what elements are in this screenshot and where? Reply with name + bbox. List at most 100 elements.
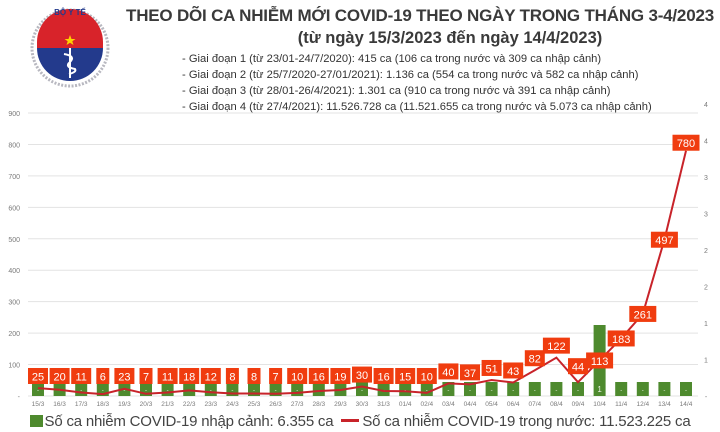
x-axis-tick: 05/4 bbox=[485, 401, 498, 408]
phase-item: - Giai đoạn 3 (từ 28/01-26/4/2021): 1.30… bbox=[182, 85, 611, 97]
bar-value-label: - bbox=[275, 388, 277, 394]
svg-text:30: 30 bbox=[356, 370, 368, 382]
bar-value-label: - bbox=[145, 388, 147, 394]
svg-text:20: 20 bbox=[53, 372, 65, 384]
x-axis-tick: 12/4 bbox=[636, 401, 649, 408]
x-axis-tick: 01/4 bbox=[399, 401, 412, 408]
line-value-label: 37 bbox=[460, 364, 480, 381]
import-bar bbox=[312, 382, 325, 396]
left-axis-tick: 400 bbox=[8, 268, 20, 275]
right-axis-tick: 2 bbox=[704, 248, 708, 255]
line-value-label: 8 bbox=[247, 368, 261, 384]
x-axis-tick: 03/4 bbox=[442, 401, 455, 408]
bar-value-label: - bbox=[534, 388, 536, 394]
x-axis-tick: 18/3 bbox=[96, 401, 109, 408]
phase-summary-list: - Giai đoạn 1 (từ 23/01-24/7/2020): 415 … bbox=[182, 51, 652, 115]
x-axis-tick: 15/3 bbox=[32, 401, 45, 408]
x-axis-tick: 13/4 bbox=[658, 401, 671, 408]
import-bar bbox=[485, 382, 498, 396]
line-value-label: 497 bbox=[650, 231, 678, 248]
line-value-label: 20 bbox=[49, 368, 70, 384]
line-value-label: 113 bbox=[586, 352, 614, 369]
line-value-label: 82 bbox=[524, 350, 545, 367]
x-axis-tick: 25/3 bbox=[248, 401, 261, 408]
right-axis-tick: 1 bbox=[704, 358, 708, 365]
import-bar bbox=[658, 382, 671, 396]
svg-text:7: 7 bbox=[143, 372, 149, 384]
bar-value-label: 1 bbox=[597, 385, 602, 394]
bar-value-label: - bbox=[361, 388, 363, 394]
svg-text:12: 12 bbox=[205, 372, 217, 384]
line-value-label: 11 bbox=[157, 368, 178, 384]
bar-value-label: - bbox=[59, 388, 61, 394]
x-axis-tick: 09/4 bbox=[572, 401, 585, 408]
svg-text:BỘ Y TẾ: BỘ Y TẾ bbox=[54, 7, 86, 17]
bar-value-label: - bbox=[37, 388, 39, 394]
left-axis-tick: 800 bbox=[8, 142, 20, 149]
svg-text:16: 16 bbox=[377, 372, 389, 384]
left-axis-tick: 500 bbox=[8, 237, 20, 244]
left-axis-tick: 900 bbox=[8, 111, 20, 118]
line-value-label: 44 bbox=[568, 358, 588, 375]
chart-title: THEO DÕI CA NHIỄM MỚI COVID-19 THEO NGÀY… bbox=[126, 6, 714, 25]
line-value-label: 7 bbox=[269, 368, 283, 384]
bar-value-label: - bbox=[512, 388, 514, 394]
x-axis-tick: 26/3 bbox=[269, 401, 282, 408]
x-axis-tick: 23/3 bbox=[204, 401, 217, 408]
svg-text:183: 183 bbox=[612, 334, 630, 346]
x-axis-tick: 21/3 bbox=[161, 401, 174, 408]
x-axis-tick: 27/3 bbox=[291, 401, 304, 408]
line-value-label: 261 bbox=[629, 305, 657, 322]
svg-text:7: 7 bbox=[273, 372, 279, 384]
line-value-label: 10 bbox=[287, 368, 308, 384]
bar-value-label: - bbox=[296, 388, 298, 394]
svg-text:10: 10 bbox=[291, 372, 303, 384]
right-axis-tick: 3 bbox=[704, 175, 708, 182]
line-value-label: 23 bbox=[114, 368, 135, 384]
phase-item: - Giai đoạn 4 (từ 27/4/2021): 11.526.728… bbox=[182, 101, 652, 113]
svg-text:10: 10 bbox=[421, 372, 433, 384]
left-axis-tick: - bbox=[18, 394, 21, 401]
bar-value-label: - bbox=[231, 388, 233, 394]
x-axis-tick: 29/3 bbox=[334, 401, 347, 408]
svg-text:18: 18 bbox=[183, 372, 195, 384]
svg-text:43: 43 bbox=[507, 366, 519, 378]
x-axis-tick: 19/3 bbox=[118, 401, 131, 408]
import-bar bbox=[334, 382, 347, 396]
import-bar bbox=[269, 382, 282, 396]
legend-domestic-label: Số ca nhiễm COVID-19 trong nước: 11.523.… bbox=[362, 413, 691, 430]
import-bar bbox=[615, 382, 628, 396]
import-bar bbox=[636, 382, 649, 396]
x-axis-tick: 31/3 bbox=[377, 401, 390, 408]
phase-item: - Giai đoạn 1 (từ 23/01-24/7/2020): 415 … bbox=[182, 53, 602, 65]
bar-value-label: - bbox=[80, 388, 82, 394]
left-axis-tick: 200 bbox=[8, 331, 20, 338]
import-bar bbox=[572, 382, 584, 396]
right-axis-tick: 4 bbox=[704, 139, 708, 146]
left-axis-tick: 700 bbox=[8, 174, 20, 181]
legend-imported-label: Số ca nhiễm COVID-19 nhập cảnh: 6.355 ca bbox=[44, 413, 334, 430]
phase-item: - Giai đoạn 2 (từ 25/7/2020-27/01/2021):… bbox=[182, 69, 639, 81]
chart-subtitle: (từ ngày 15/3/2023 đến ngày 14/4/2023) bbox=[297, 29, 603, 47]
import-bar bbox=[528, 382, 541, 396]
import-bar bbox=[183, 382, 196, 396]
line-value-label: 25 bbox=[28, 368, 48, 384]
line-value-label: 18 bbox=[179, 368, 200, 384]
bar-value-label: - bbox=[491, 388, 493, 394]
svg-text:8: 8 bbox=[229, 372, 235, 384]
svg-text:37: 37 bbox=[464, 368, 476, 380]
line-value-label: 51 bbox=[481, 359, 502, 376]
left-axis-tick: 600 bbox=[8, 205, 20, 212]
right-axis-tick: 3 bbox=[704, 212, 708, 219]
line-value-label: 780 bbox=[672, 134, 700, 151]
line-value-label: 43 bbox=[503, 362, 524, 379]
line-value-label: 30 bbox=[352, 366, 372, 383]
x-axis-tick: 14/4 bbox=[680, 401, 693, 408]
bar-value-label: - bbox=[469, 388, 471, 394]
line-value-label: 40 bbox=[438, 363, 459, 380]
svg-text:122: 122 bbox=[547, 341, 565, 353]
x-axis-tick: 20/3 bbox=[140, 401, 153, 408]
svg-text:780: 780 bbox=[677, 138, 695, 150]
bar-value-label: - bbox=[663, 388, 665, 394]
